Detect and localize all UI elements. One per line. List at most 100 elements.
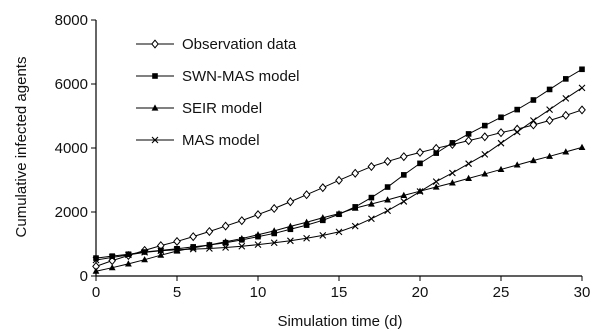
tick-marks [91,19,583,281]
data-point [93,255,99,261]
data-point [92,267,100,274]
data-point [433,150,439,156]
data-point [465,174,472,181]
data-point [287,222,294,229]
data-point [303,218,310,225]
data-point [497,128,505,138]
legend-entry: SEIR model [136,100,262,117]
data-point [449,140,456,146]
data-point [351,222,359,230]
data-point [222,244,229,251]
data-point [481,170,489,177]
data-point [109,253,115,259]
data-point [141,256,148,263]
x-tick-label: 10 [250,284,267,301]
tick-labels: 0 5 10 15 20 25 30 0 2000 4000 6000 8000 [55,12,591,301]
data-point [302,190,311,200]
data-point [173,236,181,247]
data-point [465,160,472,168]
data-point [399,152,408,162]
data-point [254,209,262,220]
data-point [303,222,310,228]
data-point [222,238,229,245]
data-point [400,198,408,205]
data-point [125,251,132,259]
data-point [579,66,585,73]
data-point [189,232,198,242]
data-point [563,76,569,82]
data-point [546,86,553,93]
data-point [335,210,343,217]
y-tick-label: 8000 [55,12,88,29]
data-point [481,151,489,158]
data-point [416,188,424,195]
data-point [578,105,586,115]
x-tick-label: 20 [412,284,429,301]
data-point [205,226,214,237]
data-point [270,239,278,247]
data-point [351,168,360,178]
data-point [238,242,246,250]
data-point [221,221,230,231]
data-point [189,245,197,253]
legend-entry: MAS model [136,132,260,149]
data-point [401,172,407,178]
legend-label: SEIR model [182,100,262,117]
data-point [125,260,132,267]
data-point [383,156,392,167]
data-point [464,136,473,146]
data-point [482,122,488,129]
data-point [368,200,375,207]
legend-marker [151,39,159,49]
data-point [319,214,327,221]
data-point [270,203,279,214]
data-point [238,234,246,242]
data-point [157,251,165,258]
x-tick-label: 0 [92,284,100,301]
data-point [108,254,116,261]
legend-label: MAS model [182,132,260,149]
series-markers [92,66,586,274]
series-line-3 [95,146,583,272]
data-point [546,106,553,113]
data-point [416,147,424,158]
data-point [449,179,456,186]
y-tick-label: 6000 [55,76,88,93]
data-point [546,152,553,159]
x-tick-label: 15 [331,284,348,301]
data-point [497,139,505,147]
data-point [286,197,295,207]
data-point [318,183,327,193]
legend: Observation data SWN-MAS model SEIR model M… [136,36,300,149]
data-point [530,117,537,124]
data-point [335,228,343,236]
data-point [562,148,570,155]
axes [95,20,582,277]
x-tick-label: 30 [574,284,591,301]
data-point [480,132,489,142]
data-point [384,184,391,190]
y-tick-label: 4000 [55,140,88,157]
data-point [237,216,246,226]
series-line-2 [95,68,583,259]
data-point [578,143,586,150]
x-axis-title: Simulation time (d) [277,313,402,330]
y-tick-label: 2000 [55,204,88,221]
data-point [449,169,456,177]
data-point [432,178,440,185]
data-point [319,231,327,239]
series-markers-4 [92,84,586,264]
data-point [270,227,278,234]
series-lines [95,68,583,272]
legend-label: SWN-MAS model [182,68,300,85]
data-point [108,264,116,271]
legend-marker [151,136,159,144]
data-point [351,204,359,211]
data-point [335,175,343,185]
legend-marker [152,73,158,79]
legend-label: Observation data [182,36,297,53]
data-point [529,120,538,130]
data-point [384,196,391,203]
data-point [417,160,423,167]
